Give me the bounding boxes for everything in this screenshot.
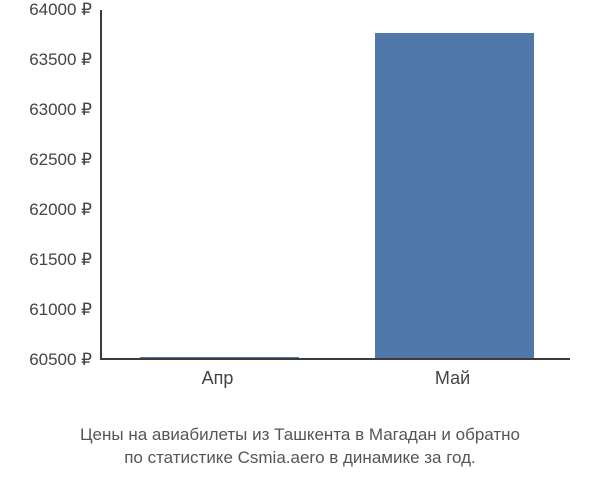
y-axis: 60500 ₽61000 ₽61500 ₽62000 ₽62500 ₽63000… xyxy=(0,10,100,360)
caption-line2: по статистике Csmia.aero в динамике за г… xyxy=(124,448,476,467)
bar xyxy=(375,33,535,358)
x-tick-label: Май xyxy=(435,368,470,389)
y-tick-label: 62000 ₽ xyxy=(29,200,92,220)
y-tick-label: 60500 ₽ xyxy=(29,350,92,370)
y-tick-label: 63000 ₽ xyxy=(29,100,92,120)
plot-area xyxy=(100,10,570,360)
y-tick-label: 62500 ₽ xyxy=(29,150,92,170)
chart-caption: Цены на авиабилеты из Ташкента в Магадан… xyxy=(0,424,600,470)
bar xyxy=(140,357,300,358)
caption-line1: Цены на авиабилеты из Ташкента в Магадан… xyxy=(80,425,520,444)
price-chart: 60500 ₽ 61000 ₽ 61500 ₽ 62000 ₽ 62500 ₽ 63000… xyxy=(0,10,580,400)
y-tick-label: 64000 ₽ xyxy=(29,0,92,20)
y-tick-label: 63500 ₽ xyxy=(29,50,92,70)
x-axis: Апр Май xyxy=(100,368,570,398)
y-tick-label: 61500 ₽ xyxy=(29,250,92,270)
x-tick-label: Апр xyxy=(202,368,234,389)
y-tick-label: 61000 ₽ xyxy=(29,300,92,320)
